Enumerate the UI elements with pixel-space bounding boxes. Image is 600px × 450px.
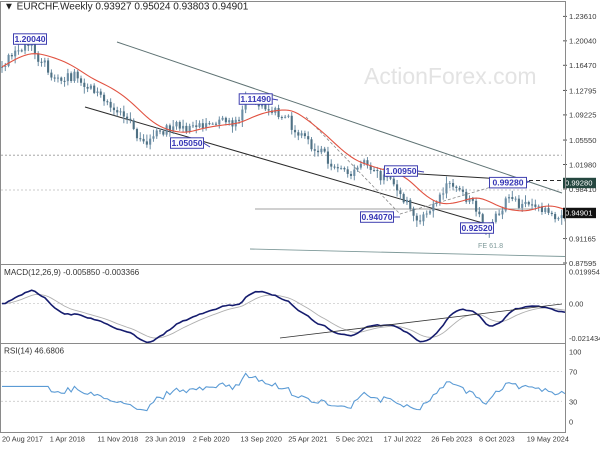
svg-text:0.99280: 0.99280 (565, 179, 592, 188)
svg-text:1.12795: 1.12795 (569, 86, 596, 95)
svg-text:100: 100 (569, 348, 581, 357)
svg-text:0.94070: 0.94070 (361, 212, 392, 222)
svg-text:0.99280: 0.99280 (492, 178, 523, 188)
svg-text:1.20040: 1.20040 (14, 34, 45, 44)
svg-text:1.16470: 1.16470 (569, 61, 596, 70)
svg-text:1.09225: 1.09225 (569, 111, 596, 120)
svg-text:25 Apr 2021: 25 Apr 2021 (288, 435, 327, 444)
svg-text:5 Dec 2021: 5 Dec 2021 (336, 435, 373, 444)
svg-text:1.01980: 1.01980 (569, 160, 596, 169)
svg-text:1.11490: 1.11490 (240, 94, 271, 104)
svg-text:20 Aug 2017: 20 Aug 2017 (2, 435, 43, 444)
svg-text:ActionForex.com: ActionForex.com (364, 63, 537, 89)
svg-text:1 Apr 2018: 1 Apr 2018 (50, 435, 85, 444)
svg-text:19 May 2024: 19 May 2024 (527, 435, 569, 444)
svg-text:0: 0 (569, 417, 573, 426)
svg-text:1.00950: 1.00950 (385, 166, 416, 176)
svg-text:-0.021434: -0.021434 (569, 334, 600, 343)
svg-text:0.87595: 0.87595 (569, 259, 596, 268)
svg-text:8 Oct 2023: 8 Oct 2023 (479, 435, 515, 444)
svg-text:MACD(12,26,9) -0.005850 -0.003: MACD(12,26,9) -0.005850 -0.003366 (4, 268, 140, 277)
svg-text:2 Feb 2020: 2 Feb 2020 (193, 435, 230, 444)
svg-text:0.92520: 0.92520 (461, 223, 492, 233)
svg-text:11 Nov 2018: 11 Nov 2018 (97, 435, 138, 444)
svg-text:13 Sep 2020: 13 Sep 2020 (241, 435, 282, 444)
svg-text:1.20040: 1.20040 (569, 37, 596, 46)
svg-text:0.91165: 0.91165 (569, 234, 596, 243)
svg-text:17 Jul 2022: 17 Jul 2022 (384, 435, 422, 444)
svg-text:▼ EURCHF.Weekly 0.93927 0.95: ▼ EURCHF.Weekly 0.93927 0.95024 0.93803 … (4, 2, 249, 13)
svg-text:30: 30 (569, 397, 577, 406)
svg-text:RSI(14) 46.6806: RSI(14) 46.6806 (4, 347, 65, 356)
svg-text:0.94901: 0.94901 (565, 209, 592, 218)
svg-text:1.05550: 1.05550 (569, 136, 596, 145)
svg-text:1.05050: 1.05050 (171, 138, 202, 148)
svg-text:70: 70 (569, 368, 577, 377)
svg-text:26 Feb 2023: 26 Feb 2023 (431, 435, 472, 444)
svg-text:0.00: 0.00 (569, 300, 583, 309)
svg-text:FE 61.8: FE 61.8 (478, 241, 503, 250)
svg-text:0.019954: 0.019954 (569, 268, 600, 277)
svg-text:1.23610: 1.23610 (569, 12, 596, 21)
svg-text:23 Jun 2019: 23 Jun 2019 (145, 435, 185, 444)
